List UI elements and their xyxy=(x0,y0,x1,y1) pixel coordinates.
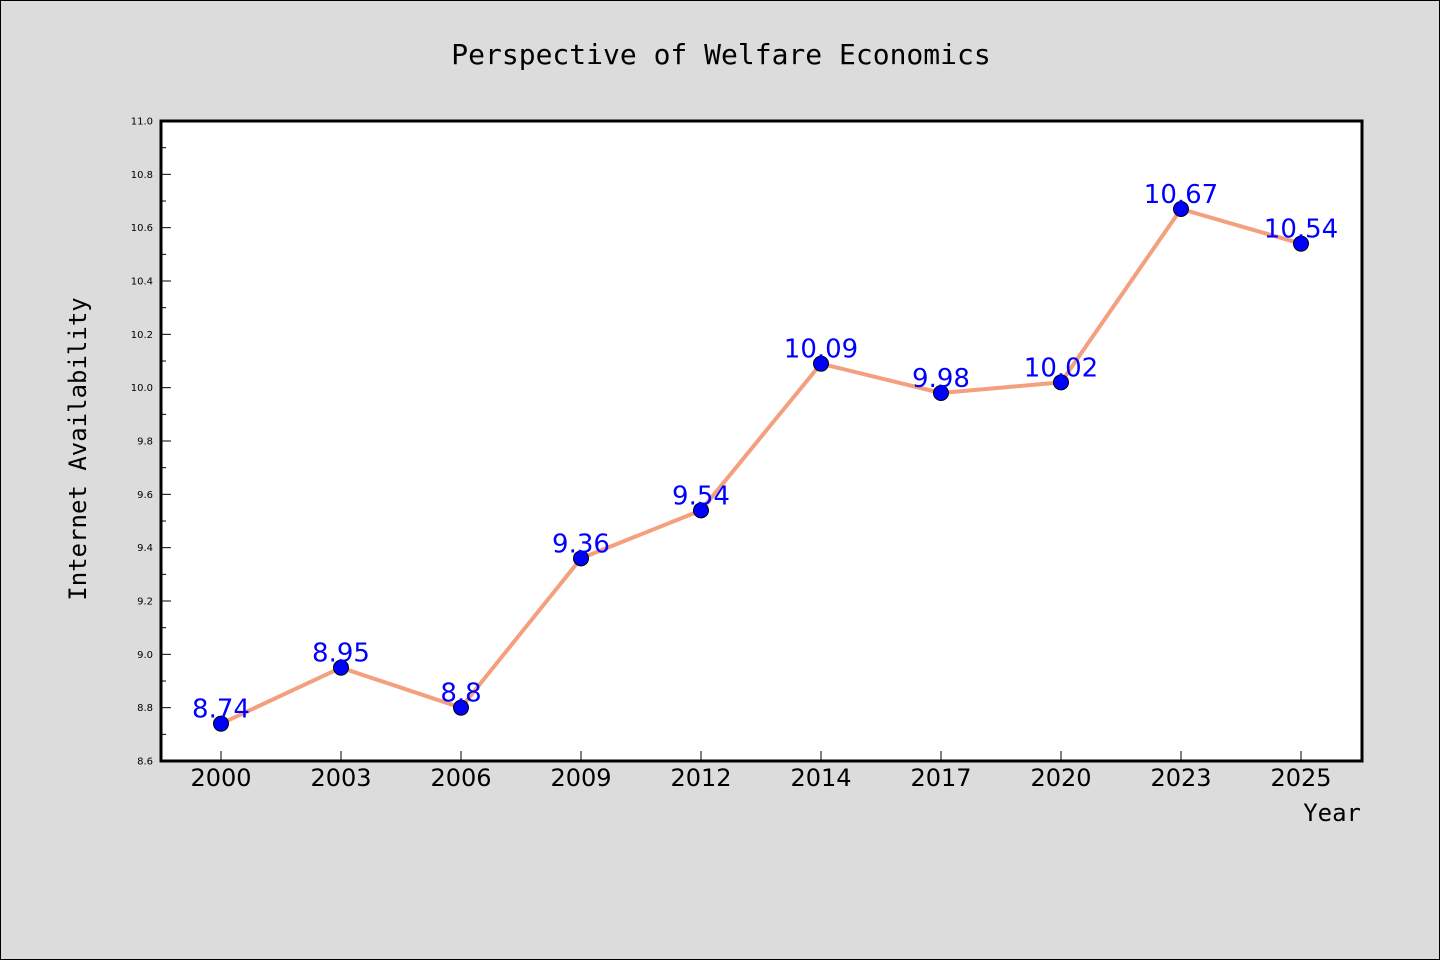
data-point xyxy=(333,659,349,676)
data-point xyxy=(1173,201,1189,217)
series-line xyxy=(219,207,1303,726)
y-tick-label: 9.2 xyxy=(137,597,153,608)
y-tick-label: 9.8 xyxy=(137,437,153,448)
plot-area xyxy=(159,119,1364,763)
data-label: 10.54 xyxy=(1264,215,1338,245)
data-label: 8.95 xyxy=(312,639,370,669)
x-tick-label: 2000 xyxy=(190,764,251,792)
y-tick-label: 9.6 xyxy=(137,490,153,501)
x-tick-label: 2012 xyxy=(670,764,731,792)
series-layer: 8.74 8.95 8.8 9.36 9.54 10.09 9.98 10.02 10.67 10… xyxy=(192,180,1338,732)
y-axis: 8.6 8.8 9.0 9.2 9.4 9.6 9.8 10.0 10.2 10.4 10.6 10.… xyxy=(131,117,171,768)
y-tick-label: 10.2 xyxy=(131,330,153,341)
data-point xyxy=(213,715,229,732)
data-point xyxy=(573,550,589,567)
data-point xyxy=(453,699,469,716)
data-point xyxy=(933,385,949,401)
y-tick-label: 9.4 xyxy=(137,543,153,554)
data-label: 10.09 xyxy=(784,335,858,365)
x-tick-label: 2003 xyxy=(310,764,371,792)
chart-title: Perspective of Welfare Economics xyxy=(451,38,990,71)
x-tick-label: 2014 xyxy=(790,764,851,792)
data-label: 9.36 xyxy=(552,529,610,559)
data-label: 9.54 xyxy=(672,481,730,511)
y-tick-label: 8.6 xyxy=(137,757,153,768)
data-label: 8.8 xyxy=(440,679,481,709)
x-tick-label: 2009 xyxy=(550,764,611,792)
x-axis-label: Year xyxy=(1303,799,1361,827)
data-point xyxy=(1293,235,1309,252)
y-tick-label: 11.0 xyxy=(131,117,153,128)
y-tick-label: 10.0 xyxy=(131,383,153,394)
x-tick-label: 2025 xyxy=(1270,764,1331,792)
y-tick-label: 10.8 xyxy=(131,170,153,181)
y-tick-label: 9.0 xyxy=(137,650,153,661)
y-axis-label: Internet Availability xyxy=(64,297,92,600)
y-tick-label: 8.8 xyxy=(137,703,153,714)
x-axis: 2000 2003 2006 2009 2012 2014 2017 2020 2023 2025 xyxy=(190,751,1332,792)
data-label: 8.74 xyxy=(192,695,250,725)
x-tick-label: 2023 xyxy=(1150,764,1211,792)
data-point xyxy=(1053,374,1069,391)
data-label: 10.67 xyxy=(1144,180,1218,210)
x-tick-label: 2006 xyxy=(430,764,491,792)
x-tick-label: 2020 xyxy=(1030,764,1091,792)
data-label: 10.02 xyxy=(1024,353,1098,383)
y-tick-label: 10.4 xyxy=(131,277,153,288)
data-point xyxy=(693,502,709,519)
data-point xyxy=(813,355,829,372)
y-tick-label: 10.6 xyxy=(131,223,153,234)
x-tick-label: 2017 xyxy=(910,764,971,792)
data-label: 9.98 xyxy=(912,364,970,394)
